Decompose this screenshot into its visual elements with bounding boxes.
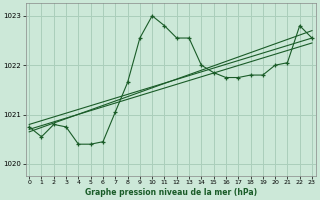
X-axis label: Graphe pression niveau de la mer (hPa): Graphe pression niveau de la mer (hPa) — [84, 188, 257, 197]
